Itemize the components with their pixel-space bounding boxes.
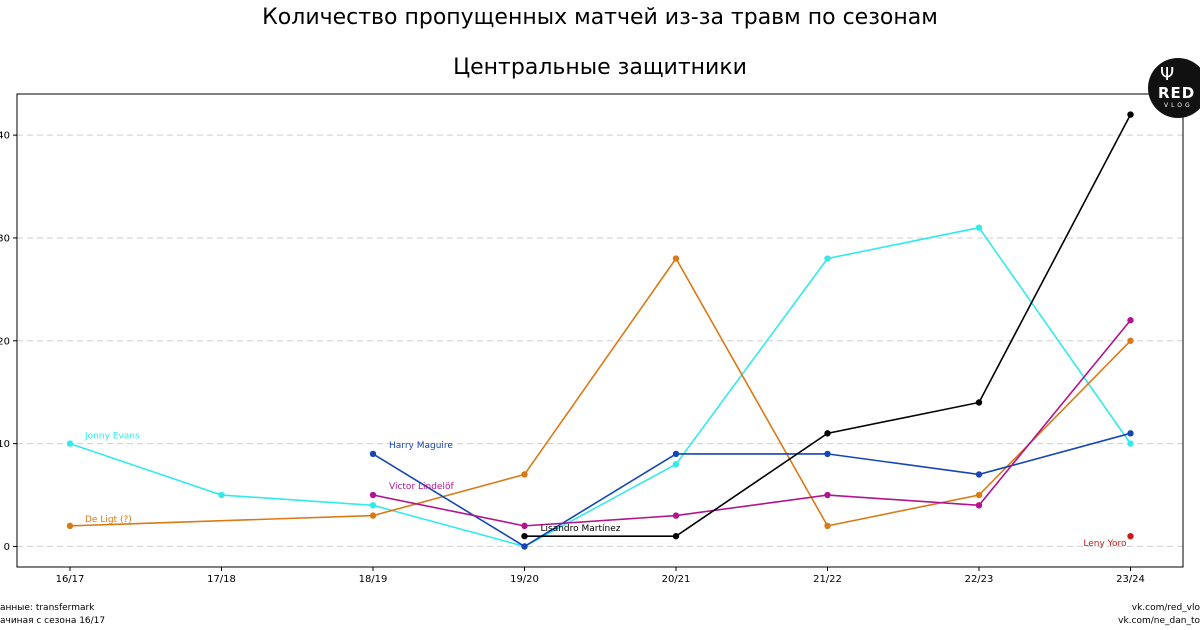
plot-frame [16, 93, 1184, 568]
data-point-jonny-evans [218, 491, 225, 499]
chart-title: Количество пропущенных матчей из-за трав… [262, 5, 938, 30]
data-point-de-ligt [672, 255, 680, 262]
data-point-lisandro-mart-nez [1127, 111, 1134, 118]
x-tick-label: 22/23 [965, 574, 994, 585]
x-tick-label: 18/19 [359, 574, 388, 585]
data-point-lisandro-mart-nez [672, 532, 680, 540]
chart-subtitle: Центральные защитники [453, 55, 747, 80]
y-tick-label: 30 [0, 233, 10, 244]
footer-source-line: анные: transfermark [0, 603, 95, 613]
trident-icon: Ψ [1160, 64, 1175, 85]
logo-subtext: VLOG [1164, 102, 1193, 109]
y-tick-label: 40 [0, 131, 10, 142]
data-point-harry-maguire [975, 471, 983, 478]
series-line-victor-lindel-f [372, 319, 1132, 527]
data-point-victor-lindel-f [521, 522, 528, 530]
data-point-harry-maguire [369, 450, 377, 458]
data-point-victor-lindel-f [672, 512, 680, 519]
x-tick-label: 17/18 [207, 574, 236, 585]
data-point-jonny-evans [66, 440, 74, 447]
series-line-lisandro-mart-nez [524, 114, 1132, 537]
data-point-jonny-evans [975, 224, 983, 231]
data-point-de-ligt [975, 491, 983, 499]
x-tick-label: 20/21 [662, 574, 691, 585]
x-tick-label: 23/24 [1116, 574, 1145, 585]
data-point-victor-lindel-f [975, 502, 983, 509]
data-point-jonny-evans [1127, 440, 1134, 447]
data-point-de-ligt [1127, 337, 1134, 344]
series-label-harry-maguire: Harry Maguire [389, 441, 453, 451]
data-point-de-ligt [521, 471, 528, 478]
y-tick-label: 10 [0, 439, 10, 450]
series-label-victor-lindel-f: Victor Lindelöf [389, 482, 454, 492]
data-point-harry-maguire [521, 543, 528, 550]
footer-source: анные: transfermark ачиная с сезона 16/1… [0, 602, 105, 628]
data-point-leny-yoro [1127, 532, 1134, 540]
series-line-jonny-evans [69, 226, 1132, 548]
series-label-jonny-evans: Jonny Evans [84, 432, 140, 442]
x-tick-label: 16/17 [56, 574, 85, 585]
data-point-harry-maguire [1127, 430, 1134, 437]
footer-links: vk.com/red_vlo vk.com/ne_dan_to [1118, 602, 1200, 628]
x-tick-label: 21/22 [813, 574, 842, 585]
data-point-lisandro-mart-nez [824, 430, 831, 437]
data-point-de-ligt [66, 522, 74, 530]
data-point-jonny-evans [672, 460, 680, 468]
series-line-harry-maguire [372, 432, 1131, 548]
footer-link-vk-2[interactable]: vk.com/ne_dan_to [1118, 616, 1200, 626]
data-point-jonny-evans [824, 255, 831, 262]
logo-text: RED [1158, 84, 1196, 102]
series-label-de-ligt: De Ligt (?) [85, 515, 132, 525]
data-point-harry-maguire [672, 450, 680, 458]
y-tick-label: 0 [4, 542, 10, 553]
footer-link-vk[interactable]: vk.com/red_vlo [1131, 603, 1200, 613]
series-label-lisandro-mart-nez: Lisandro Martínez [541, 524, 621, 534]
x-tick-label: 19/20 [510, 574, 539, 585]
data-point-victor-lindel-f [1127, 317, 1134, 324]
red-vlog-logo: Ψ RED VLOG [1148, 58, 1200, 118]
data-point-de-ligt [369, 512, 377, 519]
series-line-de-ligt [69, 257, 1132, 527]
data-point-lisandro-mart-nez [521, 532, 528, 540]
data-point-de-ligt [824, 522, 831, 530]
data-point-lisandro-mart-nez [975, 399, 983, 406]
series-label-leny-yoro: Leny Yoro [1083, 539, 1127, 549]
y-tick-label: 20 [0, 336, 10, 347]
data-point-victor-lindel-f [824, 491, 831, 499]
data-point-jonny-evans [369, 502, 377, 509]
data-point-victor-lindel-f [369, 491, 377, 499]
data-point-harry-maguire [824, 450, 831, 458]
footer-season-line: ачиная с сезона 16/17 [0, 616, 106, 626]
